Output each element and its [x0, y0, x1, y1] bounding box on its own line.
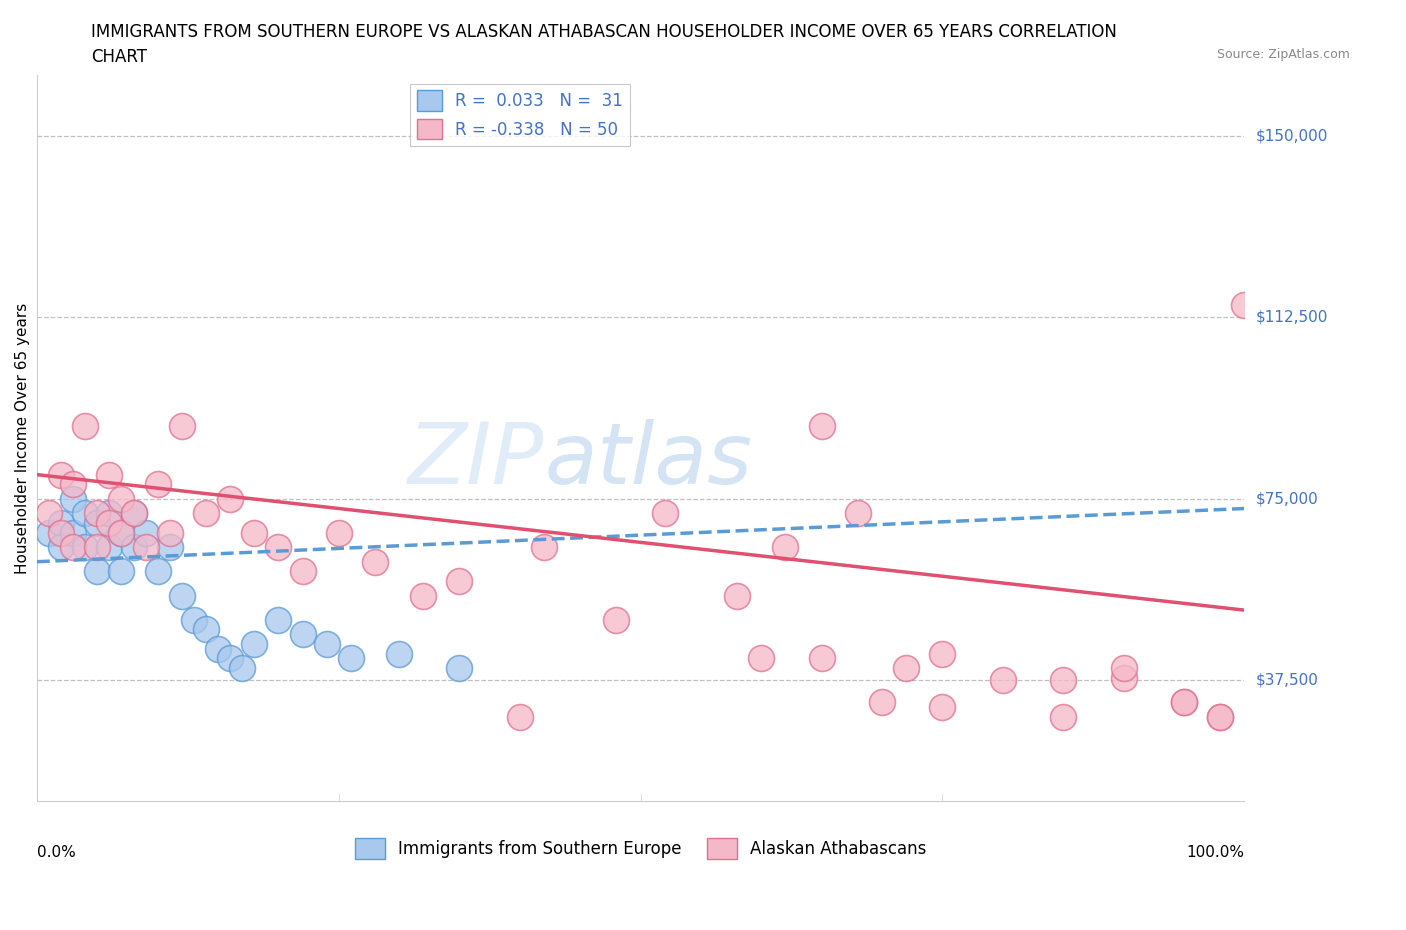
Point [1209, 709, 1232, 724]
Point [654, 506, 676, 521]
Text: ZIP: ZIP [408, 418, 544, 501]
Point [49, 467, 72, 482]
Point [98, 539, 121, 554]
Point [49, 525, 72, 540]
Point [98, 467, 121, 482]
Text: 0.0%: 0.0% [37, 844, 76, 859]
Point [110, 491, 132, 506]
Legend: R =  0.033   N =  31, R = -0.338   N = 50: R = 0.033 N = 31, R = -0.338 N = 50 [411, 84, 630, 146]
Point [449, 574, 471, 589]
Point [1233, 298, 1256, 312]
Point [1112, 671, 1135, 685]
Point [291, 627, 314, 642]
Point [207, 642, 229, 657]
Point [931, 646, 953, 661]
Point [533, 539, 555, 554]
Point [146, 564, 169, 578]
Y-axis label: Householder Income Over 65 years: Householder Income Over 65 years [15, 303, 30, 574]
Point [749, 651, 772, 666]
Point [62, 477, 84, 492]
Point [110, 525, 132, 540]
Point [388, 646, 411, 661]
Text: Source: ZipAtlas.com: Source: ZipAtlas.com [1216, 48, 1350, 61]
Point [810, 418, 832, 433]
Point [98, 515, 121, 530]
Point [340, 651, 363, 666]
Point [775, 539, 797, 554]
Point [1052, 709, 1074, 724]
Point [110, 564, 132, 578]
Point [243, 636, 266, 651]
Point [86, 506, 108, 521]
Point [75, 506, 97, 521]
Text: CHART: CHART [91, 48, 148, 66]
Point [62, 491, 84, 506]
Point [291, 564, 314, 578]
Point [1052, 672, 1074, 687]
Point [1173, 695, 1195, 710]
Point [991, 672, 1014, 687]
Point [122, 539, 145, 554]
Text: $112,500: $112,500 [1256, 310, 1327, 325]
Point [62, 539, 84, 554]
Point [267, 539, 290, 554]
Point [135, 525, 157, 540]
Point [170, 588, 193, 603]
Point [810, 651, 832, 666]
Point [86, 515, 108, 530]
Point [159, 539, 181, 554]
Point [75, 539, 97, 554]
Point [194, 622, 217, 637]
Point [315, 636, 337, 651]
Point [243, 525, 266, 540]
Text: atlas: atlas [544, 418, 752, 501]
Point [896, 660, 918, 675]
Point [605, 612, 627, 627]
Point [364, 554, 387, 569]
Point [170, 418, 193, 433]
Point [183, 612, 205, 627]
Point [86, 564, 108, 578]
Point [412, 588, 434, 603]
Point [1173, 695, 1195, 710]
Point [122, 506, 145, 521]
Point [49, 539, 72, 554]
Point [449, 660, 471, 675]
Text: $37,500: $37,500 [1256, 672, 1319, 688]
Point [231, 660, 253, 675]
Point [38, 506, 60, 521]
Point [219, 651, 242, 666]
Point [725, 588, 748, 603]
Point [75, 418, 97, 433]
Text: $150,000: $150,000 [1256, 128, 1327, 143]
Point [219, 491, 242, 506]
Point [509, 709, 531, 724]
Point [122, 506, 145, 521]
Point [846, 506, 869, 521]
Point [1209, 709, 1232, 724]
Point [1112, 660, 1135, 675]
Text: IMMIGRANTS FROM SOUTHERN EUROPE VS ALASKAN ATHABASCAN HOUSEHOLDER INCOME OVER 65: IMMIGRANTS FROM SOUTHERN EUROPE VS ALASK… [91, 23, 1118, 41]
Point [328, 525, 350, 540]
Point [931, 699, 953, 714]
Point [38, 525, 60, 540]
Text: 100.0%: 100.0% [1187, 844, 1244, 859]
Point [62, 525, 84, 540]
Point [146, 477, 169, 492]
Point [870, 695, 893, 710]
Point [49, 515, 72, 530]
Point [98, 506, 121, 521]
Text: $75,000: $75,000 [1256, 491, 1317, 506]
Point [194, 506, 217, 521]
Point [86, 539, 108, 554]
Point [110, 525, 132, 540]
Point [159, 525, 181, 540]
Point [135, 539, 157, 554]
Point [267, 612, 290, 627]
